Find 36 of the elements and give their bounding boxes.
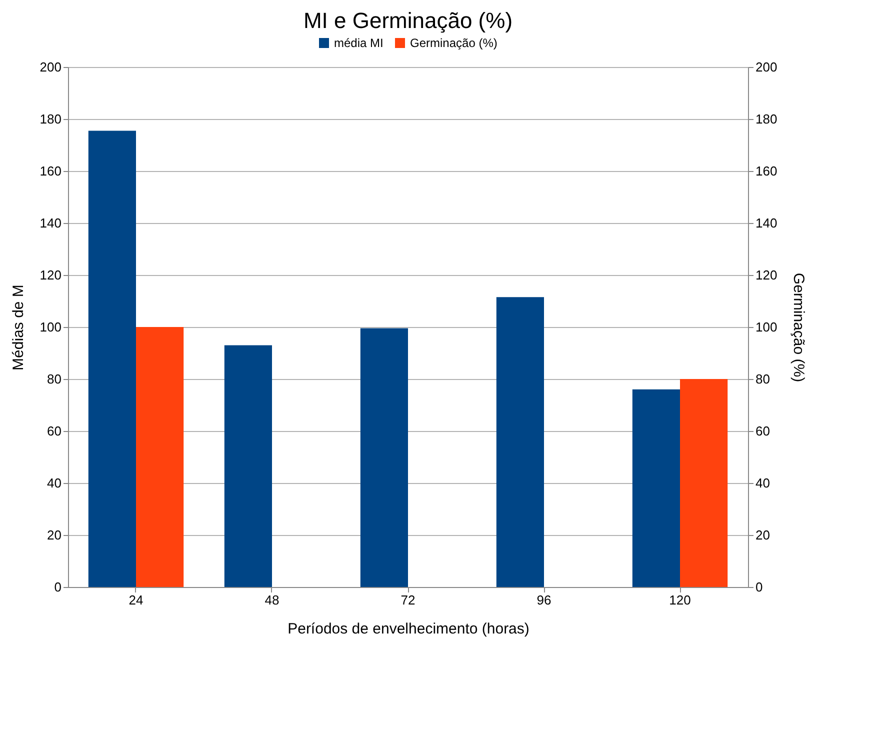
y2-tick-label: 40: [756, 476, 770, 490]
y-axis-title: Médias de M: [10, 284, 27, 370]
y2-tick-label: 200: [756, 60, 778, 74]
y2-tick-label: 0: [756, 580, 763, 594]
y-tick-label: 80: [47, 372, 62, 386]
y-tick-label: 40: [47, 476, 62, 490]
y2-tick-label: 100: [756, 320, 778, 334]
bar: [224, 345, 272, 587]
y-tick-label: 60: [47, 424, 62, 438]
y-tick-label: 0: [54, 580, 62, 594]
y-tick-label: 20: [47, 528, 62, 542]
y-tick-label: 180: [40, 112, 62, 126]
y2-tick-label: 80: [756, 372, 770, 386]
y2-tick-label: 60: [756, 424, 770, 438]
bar: [360, 328, 408, 587]
chart-title: MI e Germinação (%): [303, 8, 513, 33]
y2-axis-title: Germinação (%): [790, 272, 808, 382]
y2-tick-label: 140: [756, 216, 778, 230]
y-tick-label: 200: [40, 60, 62, 74]
legend-label: Germinação (%): [410, 36, 498, 50]
legend-label: média MI: [334, 36, 384, 50]
y-tick-label: 140: [40, 216, 62, 230]
x-tick-label: 120: [669, 592, 691, 608]
bar: [496, 297, 544, 587]
x-tick-label: 24: [128, 592, 144, 608]
x-tick-label: 72: [400, 592, 416, 608]
x-tick-label: 48: [264, 592, 280, 608]
y2-tick-label: 180: [756, 112, 778, 126]
y-tick-label: 160: [40, 164, 62, 178]
y2-tick-label: 120: [756, 268, 778, 282]
x-tick-label: 96: [536, 592, 552, 608]
x-axis-title: Períodos de envelhecimento (horas): [288, 620, 530, 638]
y-tick-label: 120: [40, 268, 62, 282]
y-tick-label: 100: [40, 320, 62, 334]
y2-tick-label: 20: [756, 528, 770, 542]
y2-tick-label: 160: [756, 164, 778, 178]
